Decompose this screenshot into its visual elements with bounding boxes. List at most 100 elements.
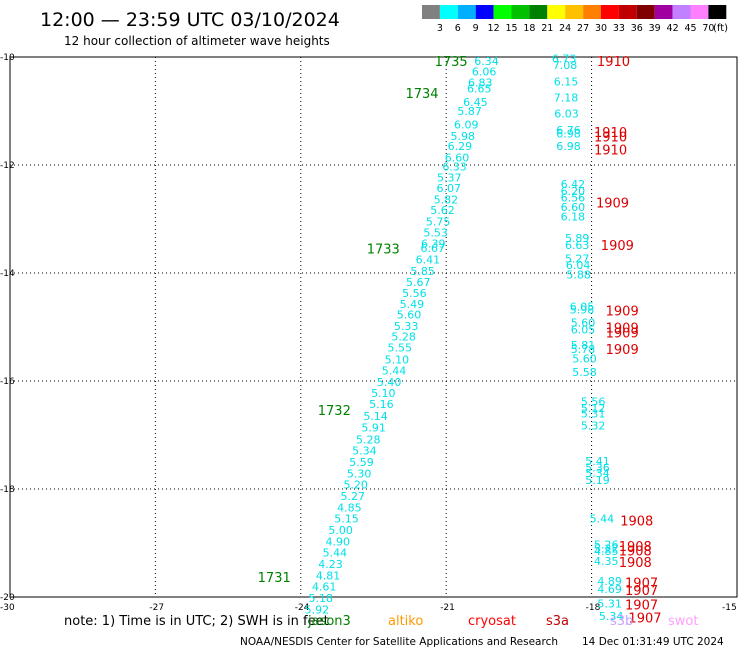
wave-height-label: 5.44 (590, 513, 615, 526)
track-time-label: 1908 (619, 540, 652, 555)
wave-height-label: 5.75 (426, 216, 451, 229)
wave-height-label: 5.44 (323, 547, 348, 560)
wave-height-label: 7.08 (553, 59, 578, 72)
track-time-label: 1909 (606, 326, 639, 341)
wave-height-label: 5.44 (382, 365, 407, 378)
wave-height-label: 5.40 (377, 376, 402, 389)
wave-height-label: 4.69 (597, 583, 622, 596)
x-tick-label: -30 (0, 603, 15, 613)
track-time-label: 1907 (625, 584, 658, 599)
track-time-label: 1909 (606, 343, 639, 358)
legend-item-swot: swot (668, 614, 698, 629)
color-scale-swatch (439, 5, 458, 19)
x-axis-ticks: -30 -27 -24 -21 -18 -15 (0, 603, 737, 613)
wave-height-label: 5.91 (361, 421, 386, 434)
wave-height-label: 5.16 (369, 398, 394, 411)
wave-height-label: 5.26 (594, 539, 619, 552)
wave-height-label: 6.65 (467, 82, 492, 95)
color-scale-swatch (672, 5, 691, 19)
wave-height-label: 6.04 (566, 259, 591, 272)
wave-height-label: 5.19 (585, 474, 610, 487)
wave-height-label: 6.20 (561, 185, 586, 198)
legend-item-altiko: altiko (388, 614, 423, 629)
wave-height-label: 5.53 (423, 227, 448, 240)
wave-height-label: 5.78 (571, 343, 596, 356)
color-scale-swatch (529, 5, 548, 19)
satellite-track-a-times: 1735 1734 1733 1732 1731 (258, 55, 468, 586)
color-scale-swatch (457, 5, 476, 19)
color-scale-bar (422, 5, 727, 19)
track-time-label: 1909 (606, 304, 639, 319)
wave-height-label: 5.82 (434, 194, 459, 207)
satellite-track-b: 6.737.086.157.186.036.766.986.986.426.20… (552, 53, 624, 623)
wave-height-label: 5.10 (371, 387, 396, 400)
track-time-label: 1910 (597, 55, 630, 70)
wave-height-label: 5.60 (572, 352, 597, 365)
wave-height-label: 6.06 (472, 66, 497, 79)
wave-height-label: 5.37 (437, 171, 462, 184)
color-scale-swatch (690, 5, 709, 19)
wave-height-label: 6.60 (445, 151, 470, 164)
wave-height-label: 6.09 (454, 119, 479, 132)
wave-height-label: 5.56 (581, 396, 606, 409)
footer-note: note: 1) Time is in UTC; 2) SWH is in fe… (64, 614, 329, 629)
wave-height-label: 5.28 (391, 331, 416, 344)
page-title: 12:00 — 23:59 UTC 03/10/2024 (40, 9, 340, 31)
wave-height-label: 7.18 (554, 92, 579, 105)
color-scale-tick: 12 (488, 23, 500, 34)
wave-height-label: 6.73 (552, 53, 577, 66)
legend-item-s3b: s3b (610, 614, 633, 629)
color-scale-tick: 3 (437, 23, 443, 34)
wave-height-label: 5.87 (457, 105, 482, 118)
y-tick-label: -10 (0, 53, 15, 63)
color-scale-swatch (565, 5, 584, 19)
track-time-label: 1734 (405, 87, 438, 102)
track-time-label: 1907 (628, 612, 661, 627)
plot-frame (9, 56, 738, 598)
satellite-legend: jason3 altiko cryosat s3a s3b swot (307, 614, 698, 629)
wave-height-label: 5.88 (566, 269, 591, 282)
color-scale-unit: (ft) (713, 23, 728, 34)
track-time-label: 1909 (596, 196, 629, 211)
wave-height-label: 5.89 (565, 232, 590, 245)
wave-height-label: 6.34 (474, 55, 499, 68)
track-time-label: 1907 (625, 599, 658, 614)
wave-height-label: 5.56 (402, 287, 427, 300)
color-scale-tick: 45 (684, 23, 696, 34)
wave-height-label: 6.29 (448, 140, 473, 153)
y-tick-label: -20 (0, 593, 15, 603)
color-scale-tick: 36 (631, 23, 643, 34)
x-tick-label: -21 (440, 603, 455, 613)
wave-height-label: 6.76 (556, 124, 581, 137)
wave-height-label: 4.85 (337, 501, 362, 514)
wave-height-label: 5.81 (571, 339, 596, 352)
wave-height-label: 5.34 (352, 445, 377, 458)
wave-height-label: 5.59 (349, 456, 374, 469)
wave-height-label: 5.41 (585, 455, 610, 468)
color-scale-swatch (583, 5, 601, 19)
wave-height-label: 6.45 (463, 96, 488, 109)
footer-timestamp: 14 Dec 01:31:49 UTC 2024 (582, 636, 724, 648)
color-scale-swatch (601, 5, 619, 19)
wave-height-label: 5.62 (430, 204, 455, 217)
track-time-label: 1910 (594, 130, 627, 145)
legend-item-cryosat: cryosat (468, 614, 516, 629)
y-tick-label: -16 (0, 377, 15, 387)
wave-height-label: 5.60 (397, 309, 422, 322)
color-scale-tick: 70 (702, 23, 714, 34)
color-scale-tick: 27 (577, 23, 589, 34)
wave-height-label: 4.89 (597, 575, 622, 588)
x-tick-label: -18 (586, 603, 601, 613)
track-time-label: 1910 (594, 126, 627, 141)
color-scale-swatch (708, 5, 727, 19)
wave-height-label: 6.67 (421, 242, 446, 255)
wave-height-label: 4.35 (594, 555, 619, 568)
wave-height-label: 5.36 (585, 461, 610, 474)
wave-height-label: 6.05 (570, 300, 595, 313)
wave-height-label: 5.34 (585, 467, 610, 480)
color-scale-ticks: 3 6 9 12 15 18 21 24 27 30 33 36 39 42 45 70 (437, 23, 715, 34)
satellite-track-b-times: 1910191019101910190919091909190919091909… (594, 55, 662, 627)
wave-height-label: 6.63 (565, 239, 590, 252)
color-scale-tick: 30 (595, 23, 607, 34)
y-tick-label: -12 (0, 161, 15, 171)
